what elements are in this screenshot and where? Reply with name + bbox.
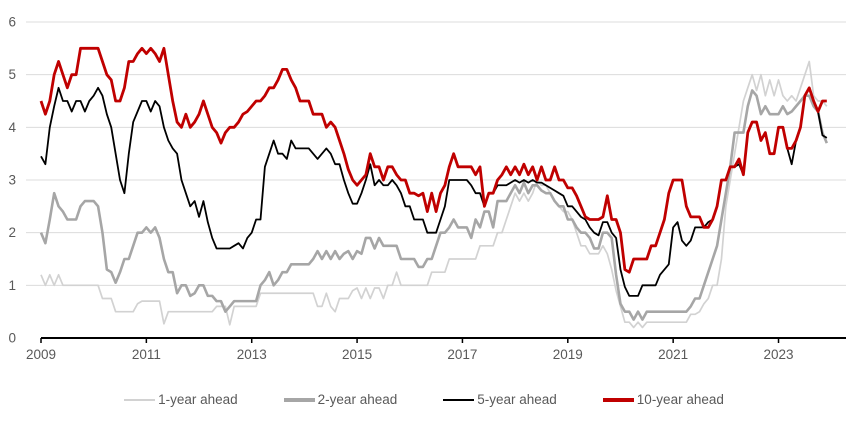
legend-label-10-year: 10-year ahead [636, 392, 724, 407]
legend-item-1-year: 1-year ahead [124, 392, 238, 407]
legend-swatch-1-year [124, 398, 156, 401]
chart-legend: 1-year ahead 2-year ahead 5-year ahead 1… [0, 392, 848, 407]
legend-item-10-year: 10-year ahead [602, 392, 724, 407]
svg-text:2015: 2015 [342, 347, 372, 362]
svg-text:2: 2 [8, 225, 16, 240]
svg-text:6: 6 [8, 15, 16, 30]
svg-text:4: 4 [8, 120, 16, 135]
legend-swatch-10-year [602, 397, 634, 402]
legend-swatch-5-year [443, 398, 475, 401]
svg-text:2017: 2017 [447, 347, 477, 362]
svg-text:3: 3 [8, 173, 16, 188]
svg-text:5: 5 [8, 67, 16, 82]
legend-swatch-2-year [283, 397, 315, 402]
line-plot-area: 2009 2011 2013 2015 2017 2019 2021 2023 0 1 2 3 4 5 6 [8, 15, 846, 362]
svg-text:2011: 2011 [132, 347, 161, 362]
svg-text:2021: 2021 [658, 347, 688, 362]
svg-text:2013: 2013 [237, 347, 267, 362]
legend-item-2-year: 2-year ahead [283, 392, 398, 407]
svg-text:0: 0 [8, 331, 16, 346]
svg-text:2009: 2009 [26, 347, 56, 362]
svg-text:2023: 2023 [763, 347, 793, 362]
legend-label-5-year: 5-year ahead [477, 392, 557, 407]
legend-item-5-year: 5-year ahead [443, 392, 557, 407]
svg-text:2019: 2019 [553, 347, 583, 362]
svg-text:1: 1 [8, 278, 16, 293]
legend-label-1-year: 1-year ahead [158, 392, 238, 407]
legend-label-2-year: 2-year ahead [317, 392, 398, 407]
